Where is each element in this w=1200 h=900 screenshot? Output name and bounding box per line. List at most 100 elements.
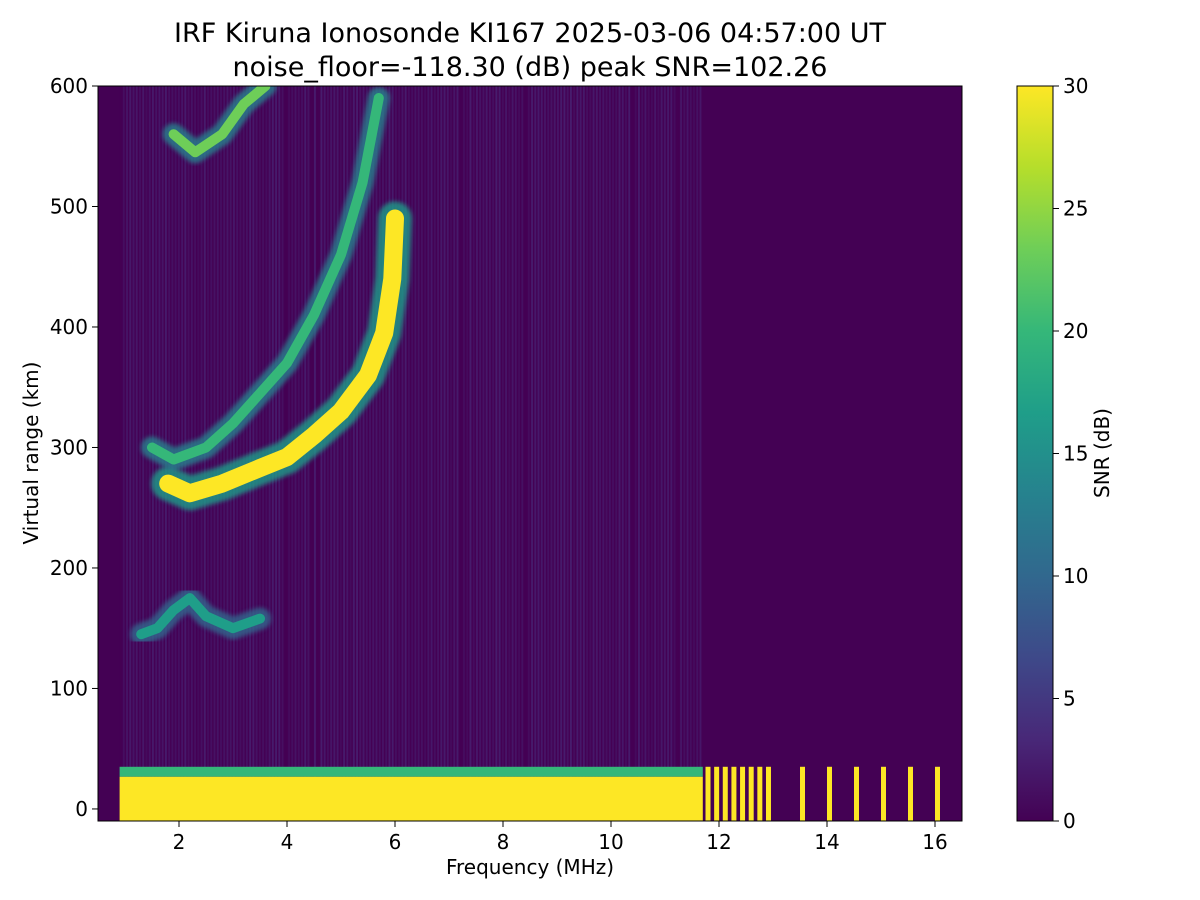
- noise-column: [615, 86, 618, 821]
- ground-band-edge: [119, 766, 703, 777]
- noise-column: [359, 86, 362, 821]
- noise-column: [414, 86, 417, 821]
- noise-column: [356, 86, 359, 821]
- ground-band-spike: [731, 766, 737, 821]
- noise-column: [391, 86, 394, 821]
- noise-column: [226, 86, 229, 821]
- x-tick-label: 6: [389, 830, 402, 854]
- colorbar-tick-label: 30: [1063, 74, 1088, 98]
- y-tick-label: 100: [50, 676, 88, 700]
- noise-column: [527, 86, 530, 821]
- noise-column: [550, 86, 553, 821]
- noise-column: [647, 86, 650, 821]
- noise-column: [566, 86, 569, 821]
- noise-column: [514, 86, 517, 821]
- noise-column: [236, 86, 239, 821]
- chart-subtitle: noise_floor=-118.30 (dB) peak SNR=102.26: [232, 52, 828, 83]
- x-axis: 2 4 6 8 10 12 14 16: [173, 821, 948, 854]
- ground-band-spike: [935, 766, 940, 821]
- ground-band-spike: [800, 766, 805, 821]
- noise-column: [595, 86, 598, 821]
- noise-column: [657, 86, 660, 821]
- noise-column: [625, 86, 627, 821]
- noise-column: [563, 86, 566, 821]
- noise-column: [644, 86, 647, 821]
- ground-band-spike: [908, 766, 913, 821]
- noise-column: [612, 86, 614, 821]
- noise-column: [472, 86, 475, 821]
- noise-column: [560, 86, 563, 821]
- noise-column: [621, 86, 624, 821]
- noise-column: [424, 86, 427, 821]
- x-tick-label: 12: [706, 830, 731, 854]
- noise-column: [440, 86, 443, 821]
- noise-column: [589, 86, 592, 821]
- noise-column: [233, 86, 235, 821]
- noise-column: [683, 86, 686, 821]
- noise-column: [122, 86, 125, 821]
- noise-column: [433, 86, 436, 821]
- colorbar-tick-label: 10: [1063, 564, 1088, 588]
- colorbar-label: SNR (dB): [1090, 408, 1114, 498]
- noise-column: [388, 86, 391, 821]
- noise-column: [139, 86, 141, 821]
- chart-title: IRF Kiruna Ionosonde KI167 2025-03-06 04…: [173, 18, 887, 49]
- noise-column: [508, 86, 511, 821]
- noise-column: [459, 86, 462, 821]
- noise-column: [365, 86, 368, 821]
- noise-column: [544, 86, 546, 821]
- noise-column: [488, 86, 491, 821]
- noise-column: [446, 86, 449, 821]
- echo-trace: [147, 93, 384, 465]
- noise-column: [382, 86, 384, 821]
- noise-column: [482, 86, 485, 821]
- noise-column: [420, 86, 423, 821]
- noise-column: [634, 86, 637, 821]
- noise-column: [407, 86, 410, 821]
- plot-frame: [97, 85, 963, 822]
- noise-column: [641, 86, 644, 821]
- noise-column: [534, 86, 537, 821]
- noise-column: [592, 86, 595, 821]
- noise-column: [220, 86, 222, 821]
- noise-column: [696, 86, 699, 821]
- noise-column: [245, 86, 248, 821]
- noise-column: [119, 86, 122, 821]
- noise-column: [249, 86, 252, 821]
- noise-column: [605, 86, 608, 821]
- noise-column: [485, 86, 488, 821]
- y-tick-label: 500: [50, 194, 88, 218]
- x-tick-label: 10: [598, 830, 623, 854]
- noise-column: [599, 86, 602, 821]
- noise-column: [631, 86, 634, 821]
- ground-band: [119, 776, 703, 821]
- noise-column: [333, 86, 336, 821]
- plot-area: [98, 86, 962, 821]
- noise-column: [443, 86, 446, 821]
- noise-column: [352, 86, 355, 821]
- noise-column: [650, 86, 653, 821]
- noise-column: [492, 86, 495, 821]
- noise-column: [531, 86, 533, 821]
- noise-column: [660, 86, 663, 821]
- noise-column: [223, 86, 226, 821]
- noise-column: [320, 86, 323, 821]
- noise-column: [336, 86, 339, 821]
- colorbar-tick-label: 5: [1063, 687, 1076, 711]
- noise-column: [349, 86, 352, 821]
- noise-column: [395, 86, 397, 821]
- noise-column: [126, 86, 128, 821]
- ground-band-spike: [765, 766, 771, 821]
- noise-column: [323, 86, 326, 821]
- noise-column: [628, 86, 631, 821]
- ground-band-spike: [722, 766, 728, 821]
- echo-trace: [136, 593, 265, 640]
- noise-column: [456, 86, 459, 821]
- noise-column: [518, 86, 521, 821]
- noise-column: [453, 86, 456, 821]
- noise-column: [553, 86, 556, 821]
- noise-column: [557, 86, 559, 821]
- noise-column: [638, 86, 640, 821]
- noise-column: [398, 86, 401, 821]
